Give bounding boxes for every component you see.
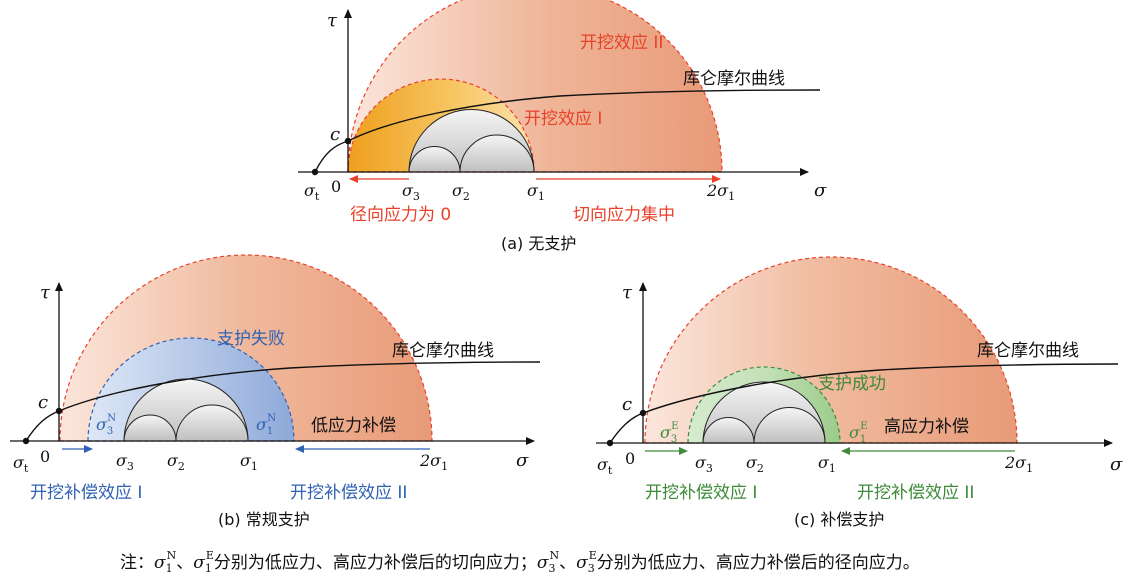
zero-label: 0 — [331, 177, 341, 196]
sigma3-label: σ3 — [402, 181, 420, 203]
zero-label: 0 — [625, 449, 635, 468]
diagram-b: τ σ c σt 0 σ3 σ2 σ1 2σ1 σ3N σ1N 支护失败 库仑摩… — [10, 254, 541, 529]
sigma3-label: σ3 — [695, 453, 713, 475]
sigma2-label: σ2 — [746, 453, 764, 475]
coulomb-mohr-label: 库仑摩尔曲线 — [392, 341, 494, 361]
mohr-circle-12 — [459, 134, 535, 173]
two-sigma1-label: 2σ1 — [1004, 453, 1033, 475]
coulomb-mohr-curve — [25, 361, 541, 442]
high-comp-label: 高应力补偿 — [884, 417, 969, 437]
sigma-t-point — [311, 168, 319, 176]
sigma2-label: σ2 — [167, 451, 185, 473]
c-point — [639, 409, 647, 417]
sigma1N-label: σ1N — [256, 413, 276, 437]
mohr-circle-23 — [702, 417, 755, 444]
c-label: c — [330, 124, 340, 145]
tangential-label: 切向应力集中 — [573, 205, 675, 225]
coulomb-mohr-label: 库仑摩尔曲线 — [977, 341, 1079, 361]
sigma-t-label: σt — [304, 181, 320, 203]
two-sigma1-label: 2σ1 — [419, 451, 448, 473]
diagram-a: τ σ c σt 0 σ3 σ2 σ1 2σ1 开挖效应 II 开挖效应 I 库… — [298, 0, 827, 253]
comp-II-label: 开挖补偿效应 II — [290, 483, 407, 503]
mohr-circle-23 — [123, 414, 177, 442]
caption-b: (b) 常规支护 — [218, 510, 310, 529]
sigma-t-point — [606, 439, 614, 447]
sigma1E-label: σ1E — [849, 421, 868, 445]
radial-label: 径向应力为 0 — [350, 205, 451, 225]
footnote: 注：σ1N、σ1E分别为低应力、高应力补偿后的切向应力；σ3N、σ3E分别为低应… — [120, 549, 920, 575]
sigma-axis-label: σ — [814, 180, 827, 201]
low-comp-label: 低应力补偿 — [311, 416, 396, 436]
tau-label: τ — [327, 10, 338, 31]
sigma3E-label: σ3E — [660, 421, 679, 445]
sigma-t-point — [22, 437, 30, 445]
sigma3N-label: σ3N — [96, 413, 116, 437]
comp-I-label: 开挖补偿效应 I — [30, 483, 142, 503]
sigma1-label: σ1 — [240, 451, 258, 473]
failure-label: 支护失败 — [217, 329, 285, 349]
sigma-t-label: σt — [597, 455, 613, 477]
sigma2-label: σ2 — [452, 181, 470, 203]
c-label: c — [622, 394, 632, 415]
mohr-circle-23 — [408, 146, 461, 173]
effect-I-label: 开挖效应 I — [524, 109, 602, 129]
tau-label: τ — [622, 282, 633, 303]
sigma-axis-label: σ — [516, 450, 529, 471]
mohr-circle-12 — [753, 407, 826, 444]
mohr-circle-12 — [175, 404, 249, 442]
tau-label: τ — [40, 282, 51, 303]
sigma3-label: σ3 — [116, 451, 134, 473]
coulomb-mohr-curve — [609, 363, 1119, 444]
c-label: c — [38, 392, 48, 413]
coulomb-mohr-curve — [314, 89, 821, 173]
c-point — [344, 137, 352, 145]
caption-a: (a) 无支护 — [501, 234, 576, 253]
comp-II-label: 开挖补偿效应 II — [857, 483, 974, 503]
coulomb-mohr-label: 库仑摩尔曲线 — [683, 69, 785, 89]
sigma1-label: σ1 — [527, 181, 545, 203]
sigma-axis-label: σ — [1110, 454, 1123, 475]
effect-II-label: 开挖效应 II — [580, 33, 663, 53]
sigma1-label: σ1 — [818, 453, 836, 475]
sigma-t-label: σt — [13, 453, 29, 475]
diagram-c: τ σ c σt 0 σ3 σ2 σ1 2σ1 σ3E σ1E 支护成功 库仑摩… — [596, 256, 1123, 529]
comp-I-label: 开挖补偿效应 I — [645, 483, 757, 503]
caption-c: (c) 补偿支护 — [794, 510, 884, 529]
zero-label: 0 — [40, 447, 50, 466]
two-sigma1-label: 2σ1 — [706, 181, 735, 203]
c-point — [55, 407, 63, 415]
success-label: 支护成功 — [818, 374, 886, 394]
